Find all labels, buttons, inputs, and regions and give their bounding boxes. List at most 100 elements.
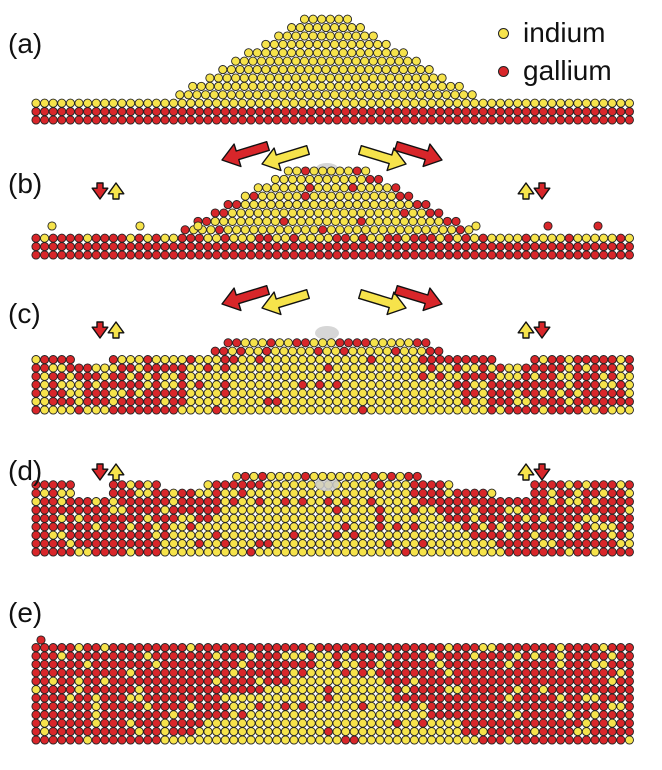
indium-atom — [237, 405, 247, 415]
gallium-atom — [556, 480, 566, 490]
indium-atom — [444, 363, 454, 373]
gallium-atom — [495, 388, 505, 398]
gallium-atom — [564, 659, 574, 669]
gallium-atom — [117, 701, 127, 711]
indium-atom — [229, 505, 239, 515]
gallium-atom — [40, 643, 50, 653]
indium-atom — [312, 65, 322, 75]
gallium-atom — [384, 233, 394, 243]
indium-atom — [381, 65, 391, 75]
gallium-atom — [65, 676, 75, 686]
gallium-atom — [444, 115, 454, 125]
indium-atom — [385, 56, 396, 66]
gallium-atom — [169, 250, 179, 260]
indium-atom — [280, 718, 290, 728]
gallium-atom — [624, 547, 634, 557]
gallium-atom — [556, 710, 566, 720]
gallium-atom — [487, 701, 497, 711]
indium-atom — [315, 513, 325, 523]
indium-atom — [332, 685, 342, 695]
indium-atom — [306, 701, 316, 711]
gallium-atom — [521, 693, 531, 703]
gallium-atom — [452, 505, 462, 515]
gallium-atom — [74, 505, 84, 515]
indium-atom — [288, 183, 298, 193]
gallium-atom — [186, 659, 196, 669]
gallium-atom — [31, 668, 41, 678]
indium-atom — [237, 355, 247, 365]
gallium-atom — [108, 242, 118, 252]
indium-atom — [326, 200, 336, 210]
indium-atom — [444, 98, 454, 108]
gallium-atom — [504, 405, 514, 415]
indium-atom — [169, 547, 179, 557]
indium-atom — [117, 388, 127, 398]
gallium-atom — [564, 488, 574, 498]
indium-atom — [287, 90, 297, 100]
indium-atom — [616, 405, 626, 415]
indium-atom — [352, 191, 362, 201]
gallium-atom — [332, 380, 342, 390]
indium-atom — [564, 98, 574, 108]
gallium-atom — [425, 346, 435, 356]
gallium-atom — [556, 497, 566, 507]
indium-atom — [349, 488, 359, 498]
gallium-atom — [298, 668, 308, 678]
gallium-atom — [409, 643, 419, 653]
gallium-atom — [186, 718, 196, 728]
gallium-atom — [31, 115, 41, 125]
gallium-atom — [160, 710, 170, 720]
indium-atom — [298, 539, 308, 549]
indium-atom — [323, 710, 333, 720]
gallium-atom — [117, 363, 127, 373]
indium-atom — [366, 480, 376, 490]
indium-atom — [229, 530, 239, 540]
indium-atom — [624, 735, 634, 745]
gallium-atom — [513, 727, 523, 737]
gallium-atom — [581, 643, 591, 653]
indium-atom — [349, 685, 359, 695]
gallium-atom — [117, 659, 127, 669]
indium-atom — [349, 355, 359, 365]
indium-atom — [306, 727, 316, 737]
gallium-atom — [117, 233, 127, 243]
indium-atom — [339, 183, 349, 193]
gallium-atom — [607, 397, 617, 407]
indium-atom — [401, 735, 411, 745]
gallium-atom — [375, 107, 385, 117]
indium-atom — [375, 676, 385, 686]
gallium-atom — [556, 488, 566, 498]
indium-atom — [65, 405, 75, 415]
gallium-atom — [624, 701, 634, 711]
gallium-atom — [461, 233, 471, 243]
indium-atom — [308, 81, 318, 91]
gallium-atom — [57, 659, 67, 669]
indium-atom — [342, 81, 353, 91]
gallium-atom — [434, 208, 444, 218]
indium-atom — [160, 355, 170, 365]
gallium-atom — [547, 651, 557, 661]
indium-atom — [556, 371, 566, 381]
gallium-atom — [487, 505, 497, 515]
indium-arrow-icon — [517, 463, 535, 481]
gallium-atom — [134, 701, 144, 711]
gallium-atom — [607, 355, 617, 365]
adatom — [543, 221, 553, 231]
indium-atom — [229, 701, 239, 711]
gallium-atom — [177, 371, 187, 381]
gallium-atom — [220, 676, 230, 686]
indium-atom — [298, 355, 308, 365]
indium-atom — [409, 530, 419, 540]
indium-atom — [305, 208, 315, 218]
indium-atom — [220, 505, 230, 515]
indium-atom — [323, 676, 333, 686]
indium-atom — [270, 183, 280, 193]
gallium-atom — [151, 488, 161, 498]
indium-atom — [326, 191, 336, 201]
gallium-atom — [573, 250, 583, 260]
indium-atom — [229, 513, 239, 523]
indium-atom — [341, 513, 351, 523]
indium-atom — [237, 497, 247, 507]
indium-atom — [186, 371, 196, 381]
indium-atom — [401, 388, 411, 398]
